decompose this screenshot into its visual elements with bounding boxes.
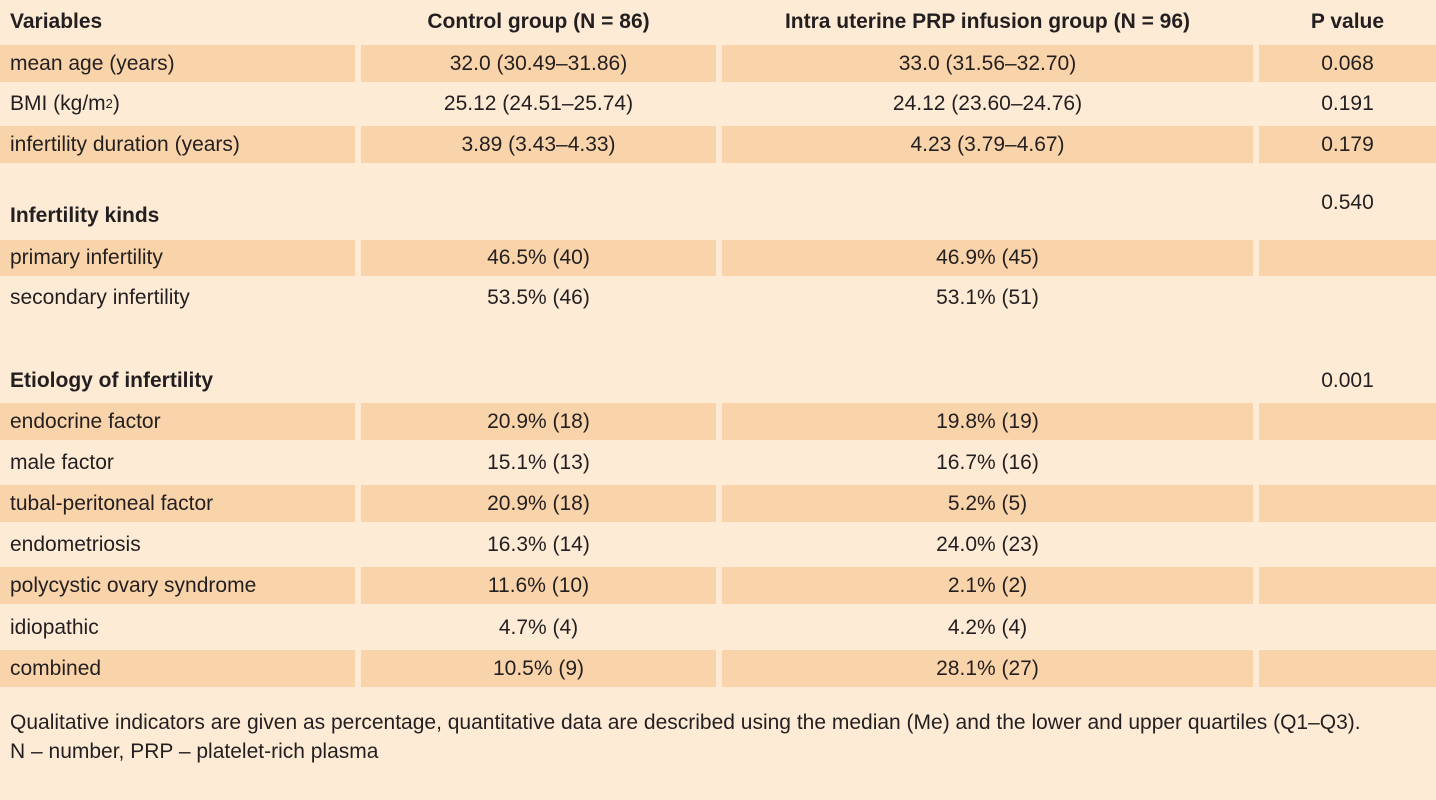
row-label: primary infertility [0,240,355,276]
row-label: polycystic ovary syndrome [0,567,355,604]
prp-value: 33.0 (31.56–32.70) [722,45,1253,82]
p-value-empty [1259,650,1436,687]
footnote-line: N – number, PRP – platelet-rich plasma [10,740,379,763]
prp-value: 28.1% (27) [722,650,1253,687]
table-row: infertility duration (years) 3.89 (3.43–… [0,126,1436,163]
row-label: male factor [10,450,114,474]
table-footnote: Qualitative indicators are given as perc… [10,708,1420,766]
control-value: 16.3% (14) [487,532,590,556]
table-row: tubal-peritoneal factor 20.9% (18) 5.2% … [0,485,1436,522]
control-value: 10.5% (9) [361,650,716,687]
p-value-empty [1259,485,1436,522]
control-value: 3.89 (3.43–4.33) [361,126,716,163]
table-row: idiopathic 4.7% (4) 4.2% (4) [0,609,1436,646]
prp-value: 5.2% (5) [722,485,1253,522]
section-etiology-header: Etiology of infertility 0.001 [0,362,1436,400]
control-value: 11.6% (10) [361,567,716,604]
control-value: 15.1% (13) [487,450,590,474]
prp-value: 4.23 (3.79–4.67) [722,126,1253,163]
p-value-empty [1259,567,1436,604]
section-title: Etiology of infertility [10,369,213,392]
table-row: combined 10.5% (9) 28.1% (27) [0,650,1436,687]
prp-value: 4.2% (4) [947,615,1028,639]
control-value: 53.5% (46) [487,286,590,309]
prp-value: 53.1% (51) [936,286,1039,309]
control-value: 25.12 (24.51–25.74) [443,91,634,115]
footnote-line: Qualitative indicators are given as perc… [10,711,1361,734]
control-value: 4.7% (4) [498,615,579,639]
table-header: Variables Control group (N = 86) Intra u… [0,2,1436,42]
p-value: 0.001 [1321,369,1374,392]
p-value: 0.540 [1321,191,1374,214]
header-variables: Variables [10,10,103,33]
p-value: 0.068 [1259,45,1436,82]
prp-value: 19.8% (19) [722,403,1253,440]
table-row: mean age (years) 32.0 (30.49–31.86) 33.0… [0,45,1436,82]
prp-value: 2.1% (2) [722,567,1253,604]
table-row: secondary infertility 53.5% (46) 53.1% (… [0,280,1436,316]
section-kinds-header: Infertility kinds 0.540 [0,186,1436,227]
p-value: 0.179 [1259,126,1436,163]
header-prp: Intra uterine PRP infusion group (N = 96… [784,10,1191,33]
row-label: mean age (years) [0,45,355,82]
control-value: 46.5% (40) [361,240,716,276]
table-row: male factor 15.1% (13) 16.7% (16) [0,444,1436,481]
prp-value: 16.7% (16) [936,450,1039,474]
table-row: endocrine factor 20.9% (18) 19.8% (19) [0,403,1436,440]
bmi-label-text: BMI (kg/m [10,91,106,115]
row-label: infertility duration (years) [0,126,355,163]
header-control: Control group (N = 86) [427,10,650,33]
control-value: 20.9% (18) [361,403,716,440]
table-row: primary infertility 46.5% (40) 46.9% (45… [0,240,1436,276]
bmi-label-close: ) [112,91,120,115]
row-label: BMI (kg/m 2) [10,91,120,115]
row-label: tubal-peritoneal factor [0,485,355,522]
table-row: endometriosis 16.3% (14) 24.0% (23) [0,526,1436,563]
prp-value: 24.0% (23) [936,532,1039,556]
header-pvalue: P value [1310,10,1385,33]
row-label: idiopathic [10,615,99,639]
row-label: endometriosis [10,532,141,556]
p-value: 0.191 [1321,91,1374,115]
control-value: 20.9% (18) [361,485,716,522]
prp-value: 46.9% (45) [722,240,1253,276]
row-label: secondary infertility [10,286,190,309]
row-label: combined [0,650,355,687]
p-value-empty [1259,240,1436,276]
table-row: polycystic ovary syndrome 11.6% (10) 2.1… [0,567,1436,604]
table-row: BMI (kg/m 2) 25.12 (24.51–25.74) 24.12 (2… [0,85,1436,122]
section-title: Infertility kinds [10,204,160,227]
p-value-empty [1259,403,1436,440]
control-value: 32.0 (30.49–31.86) [361,45,716,82]
row-label: endocrine factor [0,403,355,440]
prp-value: 24.12 (23.60–24.76) [892,91,1083,115]
